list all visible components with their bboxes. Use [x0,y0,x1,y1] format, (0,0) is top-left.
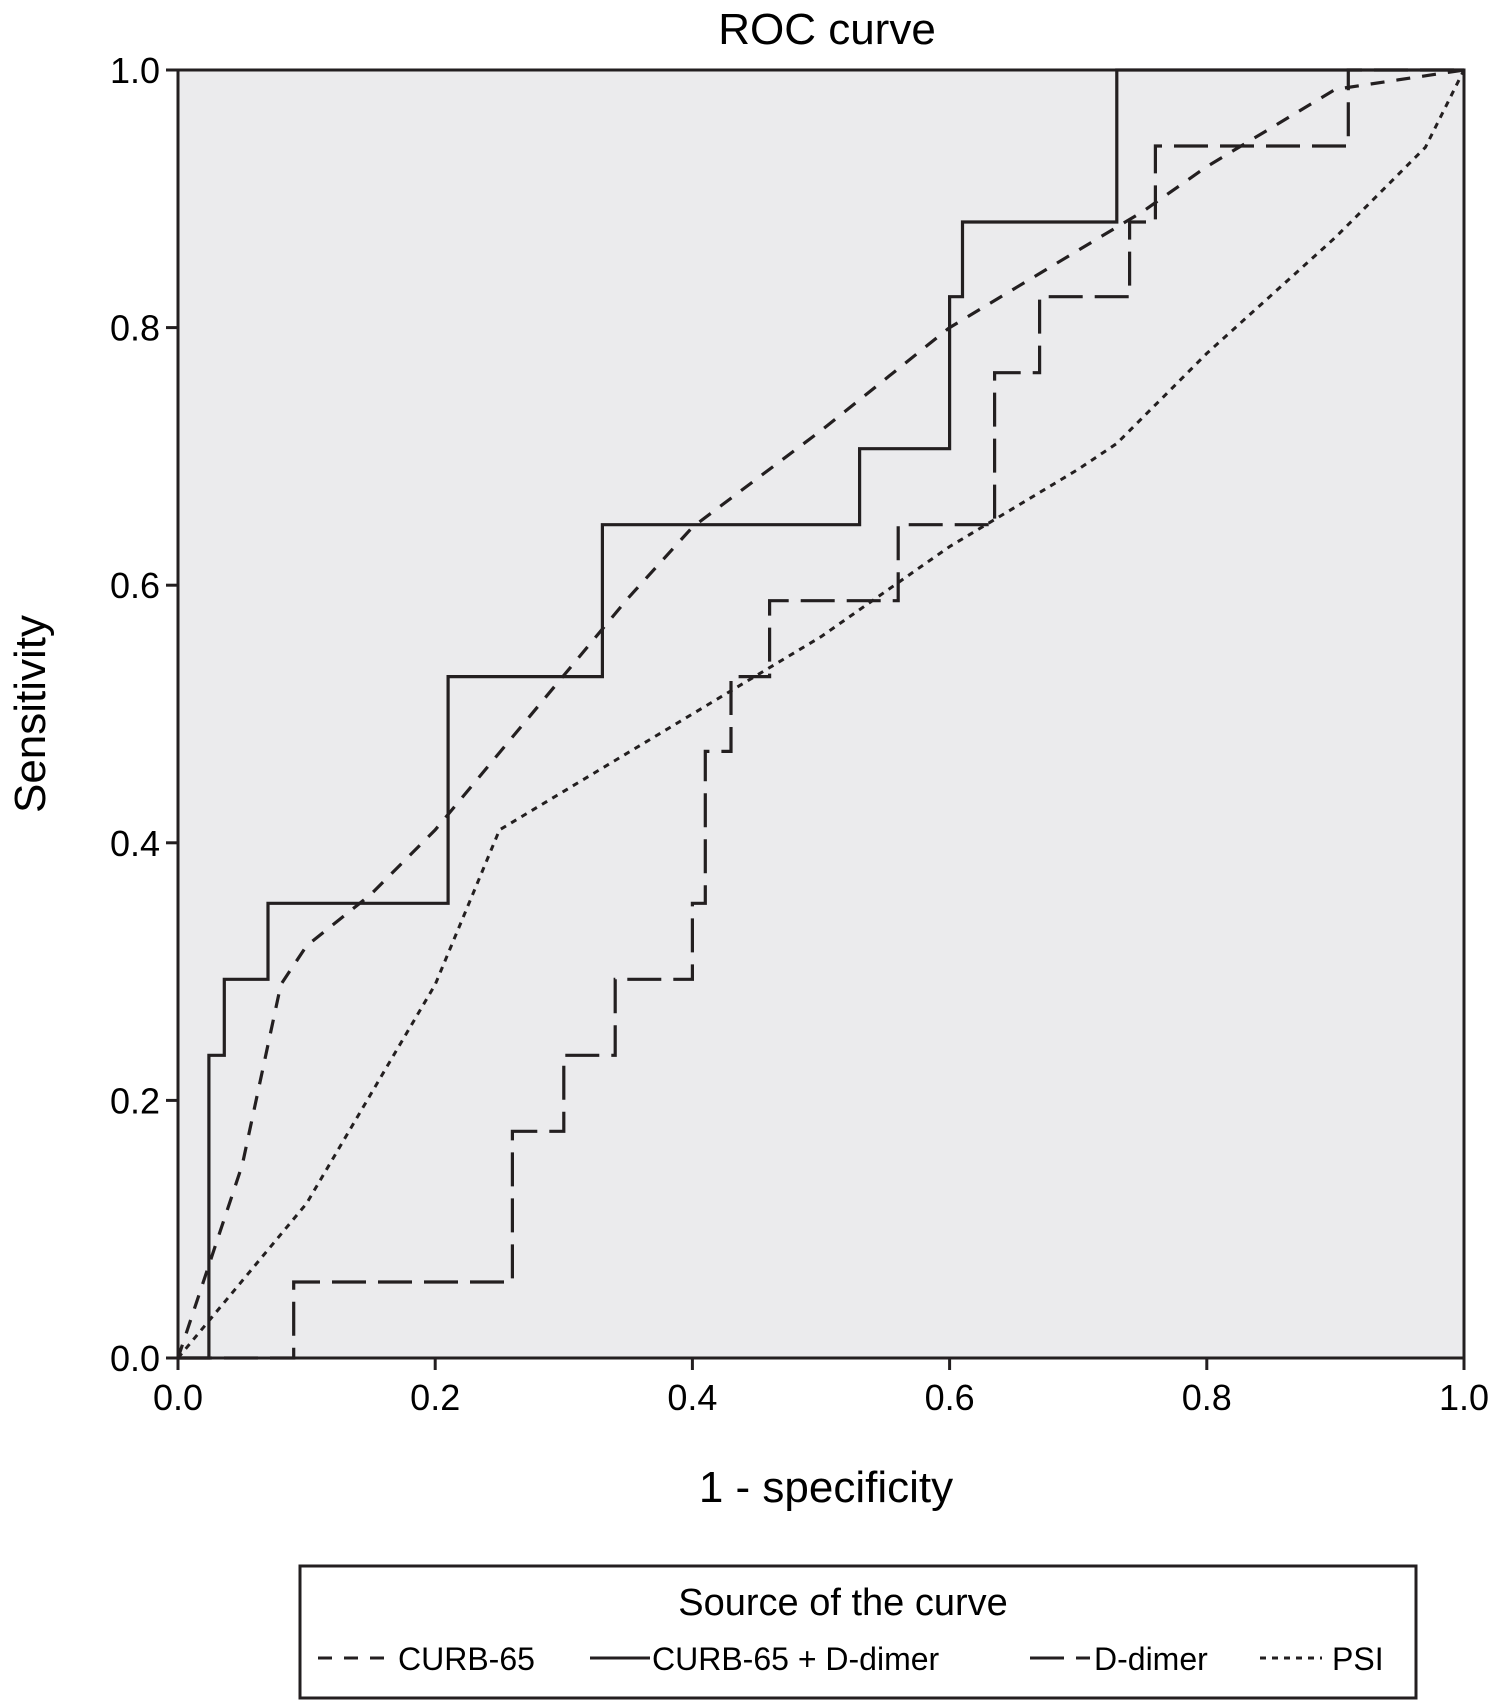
x-tick-label: 0.0 [153,1377,203,1418]
y-axis-label: Sensitivity [6,615,55,813]
plot-area [176,68,1466,1360]
legend-box [298,1564,1418,1700]
series-line-curb-65 [176,68,1465,1359]
legend-items: CURB-65 CURB-65 + D-dimer D-dimer PSI [318,1641,1384,1677]
y-tick-label: 0.8 [110,308,160,349]
x-tick-label: 0.2 [410,1377,460,1418]
x-axis-label: 1 - specificity [699,1463,953,1512]
legend-label: PSI [1332,1641,1384,1677]
chart-title: ROC curve [718,5,936,54]
x-tick-label: 1.0 [1439,1377,1489,1418]
legend: Source of the curve CURB-65 CURB-65 + D-d… [298,1564,1418,1700]
legend-title: Source of the curve [678,1582,1008,1624]
x-tick-label: 0.6 [925,1377,975,1418]
legend-label: D-dimer [1094,1641,1208,1677]
y-tick-label: 0.2 [110,1080,160,1121]
legend-label: CURB-65 + D-dimer [652,1641,940,1677]
y-tick-label: 0.6 [110,565,160,606]
y-tick-label: 1.0 [110,50,160,91]
series-line-psi [176,69,1466,1359]
x-tick-label: 0.8 [1182,1377,1232,1418]
y-tick-label: 0.0 [110,1338,160,1379]
legend-label: CURB-65 [398,1641,535,1677]
series-line-d-dimer [178,68,1464,1360]
series-line-curb-65-d-dimer [178,68,1464,1360]
series-layer [176,68,1466,1360]
axis-ticks: 0.0 0.2 0.4 0.6 0.8 1.0 0.0 0.2 0.4 0.6 0.8 1.0 [110,50,1489,1418]
x-tick-label: 0.4 [667,1377,717,1418]
y-tick-label: 0.4 [110,823,160,864]
